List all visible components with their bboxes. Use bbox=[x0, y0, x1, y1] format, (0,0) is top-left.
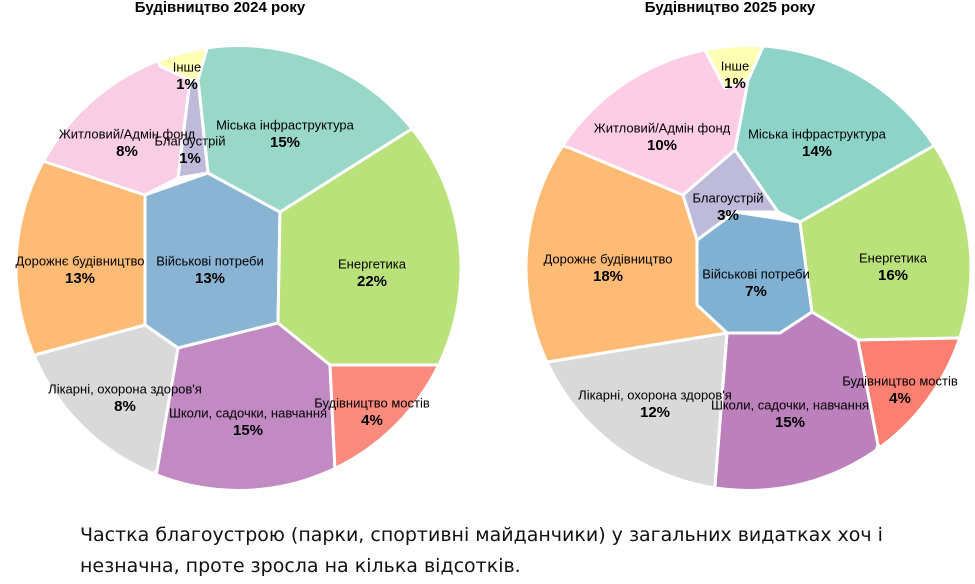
cell-value: 13% bbox=[65, 270, 95, 287]
cell-value: 13% bbox=[195, 270, 225, 287]
cell-value: 4% bbox=[361, 412, 383, 429]
cell-value: 4% bbox=[889, 390, 911, 407]
cell-name: Благоустрій bbox=[693, 190, 764, 205]
cell bbox=[856, 336, 970, 489]
cell-name: Житловий/Адмін фонд bbox=[594, 120, 731, 135]
cell-name: Міська інфраструктура bbox=[748, 126, 887, 141]
cell bbox=[17, 323, 180, 489]
cell-value: 3% bbox=[717, 207, 739, 224]
cell bbox=[17, 47, 192, 197]
cell-name: Школи, садочки, навчання bbox=[711, 397, 869, 412]
cell-value: 8% bbox=[114, 398, 136, 415]
cell-name: Лікарні, охорона здоров'я bbox=[48, 381, 202, 396]
cell-value: 15% bbox=[270, 134, 300, 151]
chart-title: Будівництво 2024 року bbox=[135, 0, 306, 16]
cell-name: Енергетика bbox=[859, 250, 928, 265]
cell-value: 1% bbox=[179, 150, 201, 167]
cell-name: Військові потреби bbox=[156, 253, 264, 268]
cell-name: Енергетика bbox=[338, 256, 407, 271]
cell-name: Інше bbox=[173, 59, 201, 74]
cell bbox=[328, 363, 460, 489]
cell-name: Житловий/Адмін фонд bbox=[59, 126, 196, 141]
cell-name: Дорожнє будівництво bbox=[15, 253, 144, 268]
cell-value: 22% bbox=[357, 273, 387, 290]
cell-name: Інше bbox=[721, 58, 749, 73]
cell-value: 15% bbox=[775, 414, 805, 431]
cell-value: 15% bbox=[233, 422, 263, 439]
cell-name: Лікарні, охорона здоров'я bbox=[578, 387, 732, 402]
cell-value: 7% bbox=[745, 283, 767, 300]
cell-name: Будівництво мостів bbox=[314, 395, 430, 410]
cell-value: 14% bbox=[802, 143, 832, 160]
cell bbox=[527, 331, 729, 489]
cell-value: 1% bbox=[176, 76, 198, 93]
cell-value: 12% bbox=[640, 404, 670, 421]
chart-title: Будівництво 2025 року bbox=[645, 0, 816, 16]
cell-name: Будівництво мостів bbox=[842, 373, 958, 388]
cell-value: 10% bbox=[647, 137, 677, 154]
cell-value: 1% bbox=[724, 75, 746, 92]
cell-name: Школи, садочки, навчання bbox=[169, 405, 327, 420]
charts: Будівництво 2024 року Військові потреби 13… bbox=[15, 0, 970, 489]
cell-name: Дорожнє будівництво bbox=[543, 251, 672, 266]
cell-value: 8% bbox=[116, 143, 138, 160]
caption: Частка благоустрою (парки, спортивні май… bbox=[80, 524, 883, 577]
cell bbox=[698, 47, 777, 90]
cell-value: 16% bbox=[878, 267, 908, 284]
cell bbox=[681, 148, 780, 242]
cell-name: Військові потреби bbox=[702, 266, 810, 281]
cell-value: 18% bbox=[593, 268, 623, 285]
cell-name: Благоустрій bbox=[155, 133, 226, 148]
cell-name: Міська інфраструктура bbox=[216, 117, 355, 132]
